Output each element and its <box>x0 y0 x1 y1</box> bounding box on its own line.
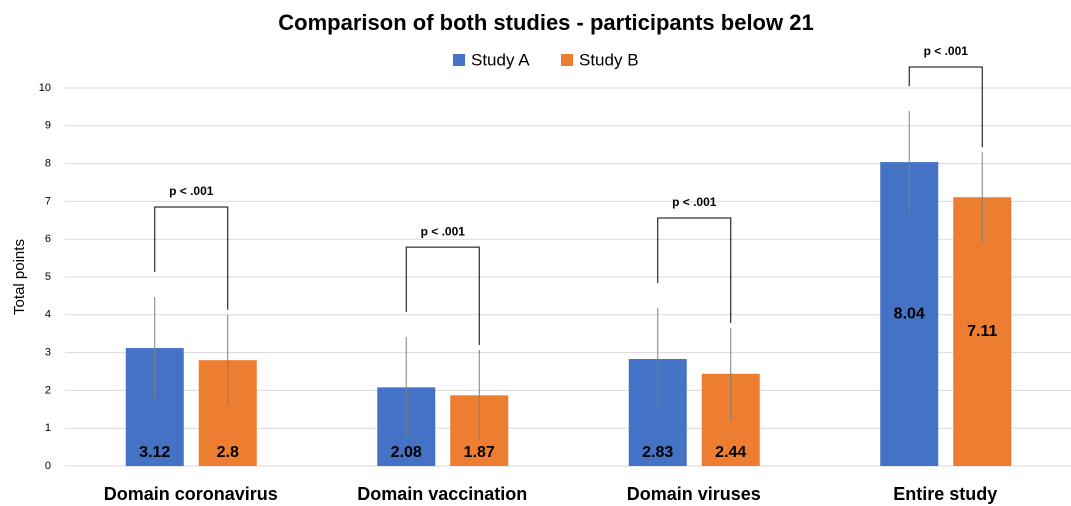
data-label: 8.04 <box>894 305 925 322</box>
x-tick-label: Domain coronavirus <box>104 484 278 504</box>
significance-bracket <box>154 206 229 310</box>
y-tick-label: 8 <box>45 158 51 170</box>
annotation: p < .001 <box>672 195 717 209</box>
legend-swatch <box>453 54 465 66</box>
chart-title: Comparison of both studies - participant… <box>278 10 813 35</box>
significance-bracket <box>657 217 732 324</box>
y-axis-label: Total points <box>11 239 28 315</box>
significance-bracket <box>908 66 983 148</box>
y-tick-label: 7 <box>45 195 51 207</box>
significance-bracket <box>405 246 480 345</box>
data-label: 2.83 <box>642 444 673 461</box>
annotation: p < .001 <box>924 44 969 58</box>
data-label: 1.87 <box>464 444 495 461</box>
legend-swatch <box>561 54 573 66</box>
data-label: 7.11 <box>967 323 997 340</box>
y-tick-label: 10 <box>39 82 51 94</box>
data-label: 2.08 <box>391 444 422 461</box>
y-tick-label: 3 <box>45 347 51 359</box>
y-tick-label: 0 <box>45 460 51 472</box>
y-tick-label: 5 <box>45 271 51 283</box>
y-tick-label: 1 <box>45 422 51 434</box>
data-label: 3.12 <box>139 444 170 461</box>
x-tick-label: Domain vaccination <box>357 484 527 504</box>
legend-label: Study B <box>579 50 639 69</box>
y-tick-label: 2 <box>45 384 51 396</box>
x-tick-label: Entire study <box>893 484 997 504</box>
data-label: 2.8 <box>217 444 239 461</box>
y-tick-label: 9 <box>45 120 51 132</box>
annotation: p < .001 <box>421 224 466 238</box>
x-tick-label: Domain viruses <box>627 484 761 504</box>
annotation: p < .001 <box>169 184 214 198</box>
legend-label: Study A <box>471 50 530 69</box>
y-tick-label: 4 <box>45 309 51 321</box>
y-tick-label: 6 <box>45 233 51 245</box>
data-label: 2.44 <box>715 444 746 461</box>
